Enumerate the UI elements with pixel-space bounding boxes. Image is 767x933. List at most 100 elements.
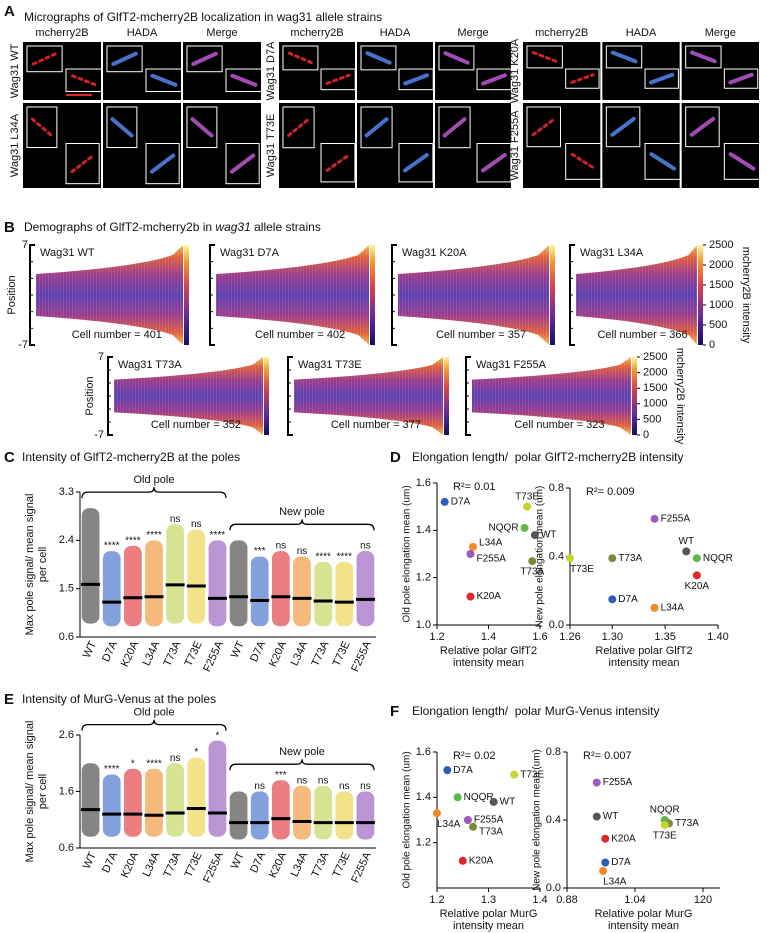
x-tick-label: WT — [81, 639, 99, 660]
dot-cloud — [271, 780, 290, 840]
micrograph — [435, 103, 511, 188]
cell-signal — [30, 117, 54, 137]
micrograph — [523, 42, 601, 100]
cell-frame — [26, 45, 63, 73]
point — [566, 554, 574, 563]
heatmap-name: Wag31 T73A — [118, 359, 182, 371]
cell-frame — [605, 45, 643, 69]
x-tick-label: D7A — [248, 639, 268, 664]
cell-frame — [398, 143, 434, 183]
cell-signal — [403, 73, 430, 86]
heatmap-texture — [36, 245, 183, 345]
cell-signal — [531, 51, 558, 63]
point-label: NQQR — [489, 523, 519, 534]
channel-label: HADA — [127, 27, 158, 39]
panel-label: F — [390, 703, 399, 720]
cell-frame — [360, 106, 393, 149]
significance: *** — [275, 770, 287, 781]
group-brace — [81, 719, 227, 731]
heatmap-name: Wag31 WT — [40, 247, 95, 259]
micrograph — [279, 103, 355, 188]
cell-frame — [282, 106, 315, 149]
x-tick-label: 1.6 — [532, 631, 547, 643]
dot-cloud — [166, 524, 185, 624]
colorbar-tick-label: 2500 — [643, 351, 667, 363]
y-tick-label: 0.8 — [546, 746, 561, 758]
dot-cloud — [356, 551, 375, 627]
r-squared: R²= 0.007 — [583, 750, 632, 762]
point-label: WT — [603, 811, 619, 822]
point-label: T73A — [675, 818, 699, 829]
significance: ns — [170, 514, 181, 525]
row-label: Wag31 T73E — [265, 114, 277, 178]
cell-signal — [287, 117, 310, 138]
dot-cloud — [102, 551, 121, 627]
cell-frame — [65, 68, 103, 93]
significance: ns — [297, 775, 308, 786]
row-label: Wag31 L34A — [9, 113, 21, 177]
colorbar — [370, 245, 375, 345]
x-tick-label: F255A — [349, 850, 374, 885]
cell-frame — [723, 68, 759, 89]
panel-label: E — [4, 691, 14, 708]
y-tick-label: 0.6 — [59, 842, 74, 854]
cell-signal — [728, 72, 754, 85]
x-tick-label: 120 — [694, 894, 712, 906]
significance: * — [131, 759, 135, 770]
cell-frame — [526, 45, 563, 69]
micrograph — [357, 103, 433, 188]
group-brace — [229, 759, 375, 771]
point — [592, 778, 601, 787]
significance: ns — [360, 541, 371, 552]
x-axis-label: Relative polar GlfT2 — [595, 645, 692, 657]
y-tick-label: 1.5 — [59, 583, 74, 595]
dot-cloud — [123, 545, 142, 627]
cell-frame — [320, 143, 356, 183]
y-tick-label: 0.4 — [549, 550, 564, 562]
colorbar-tick-label: 500 — [643, 413, 661, 425]
cell-frame — [145, 68, 183, 93]
y-axis-label: Max pole signal/ mean signal — [24, 494, 36, 636]
point — [443, 766, 452, 775]
row-label: Wag31 D7A — [265, 41, 277, 101]
point-label: T73E — [570, 564, 594, 575]
channel-label: mcherry2B — [535, 27, 588, 39]
channel-label: HADA — [380, 27, 411, 39]
cell-frame — [65, 143, 100, 185]
point-label: T73A — [479, 826, 503, 837]
channel-label: mcherry2B — [290, 27, 343, 39]
cell-signal — [481, 73, 508, 86]
point-label: NQQR — [464, 792, 494, 803]
y-tick-label: 7 — [22, 239, 28, 251]
x-tick-label: D7A — [100, 850, 120, 875]
x-axis-label: Relative polar MurG — [595, 908, 693, 920]
colorbar-label: mcherry2B intensity — [740, 247, 752, 344]
y-axis-label: New pole elongation mean (um) — [532, 749, 543, 891]
cell-frame — [565, 68, 600, 89]
y-tick-label: 1.4 — [416, 791, 431, 803]
point — [601, 858, 610, 867]
point-label: NQQR — [703, 553, 733, 564]
x-axis-label: intensity mean — [608, 920, 679, 932]
y-tick-label: 2.6 — [59, 729, 74, 741]
cell-signal — [690, 50, 717, 64]
x-tick-label: F255A — [201, 850, 226, 885]
cell-signal — [531, 117, 556, 137]
cell-frame — [320, 68, 356, 91]
cell-frame — [565, 143, 602, 180]
channel-label: Merge — [206, 27, 237, 39]
cell-frame — [476, 68, 512, 91]
panel-title: Demographs of GlfT2-mcherry2b in wag31 a… — [24, 220, 321, 234]
significance: ns — [254, 781, 265, 792]
cell-signal — [150, 73, 178, 87]
point — [650, 603, 659, 612]
cell-signal — [325, 153, 351, 172]
cell-signal — [570, 152, 597, 171]
cell-signal — [149, 153, 176, 174]
point — [523, 502, 532, 511]
point — [599, 867, 608, 875]
y-tick-label: -7 — [94, 429, 104, 441]
point-label: F255A — [603, 777, 633, 788]
x-tick-label: 1.30 — [602, 631, 623, 643]
x-axis-label: intensity mean — [453, 920, 524, 932]
